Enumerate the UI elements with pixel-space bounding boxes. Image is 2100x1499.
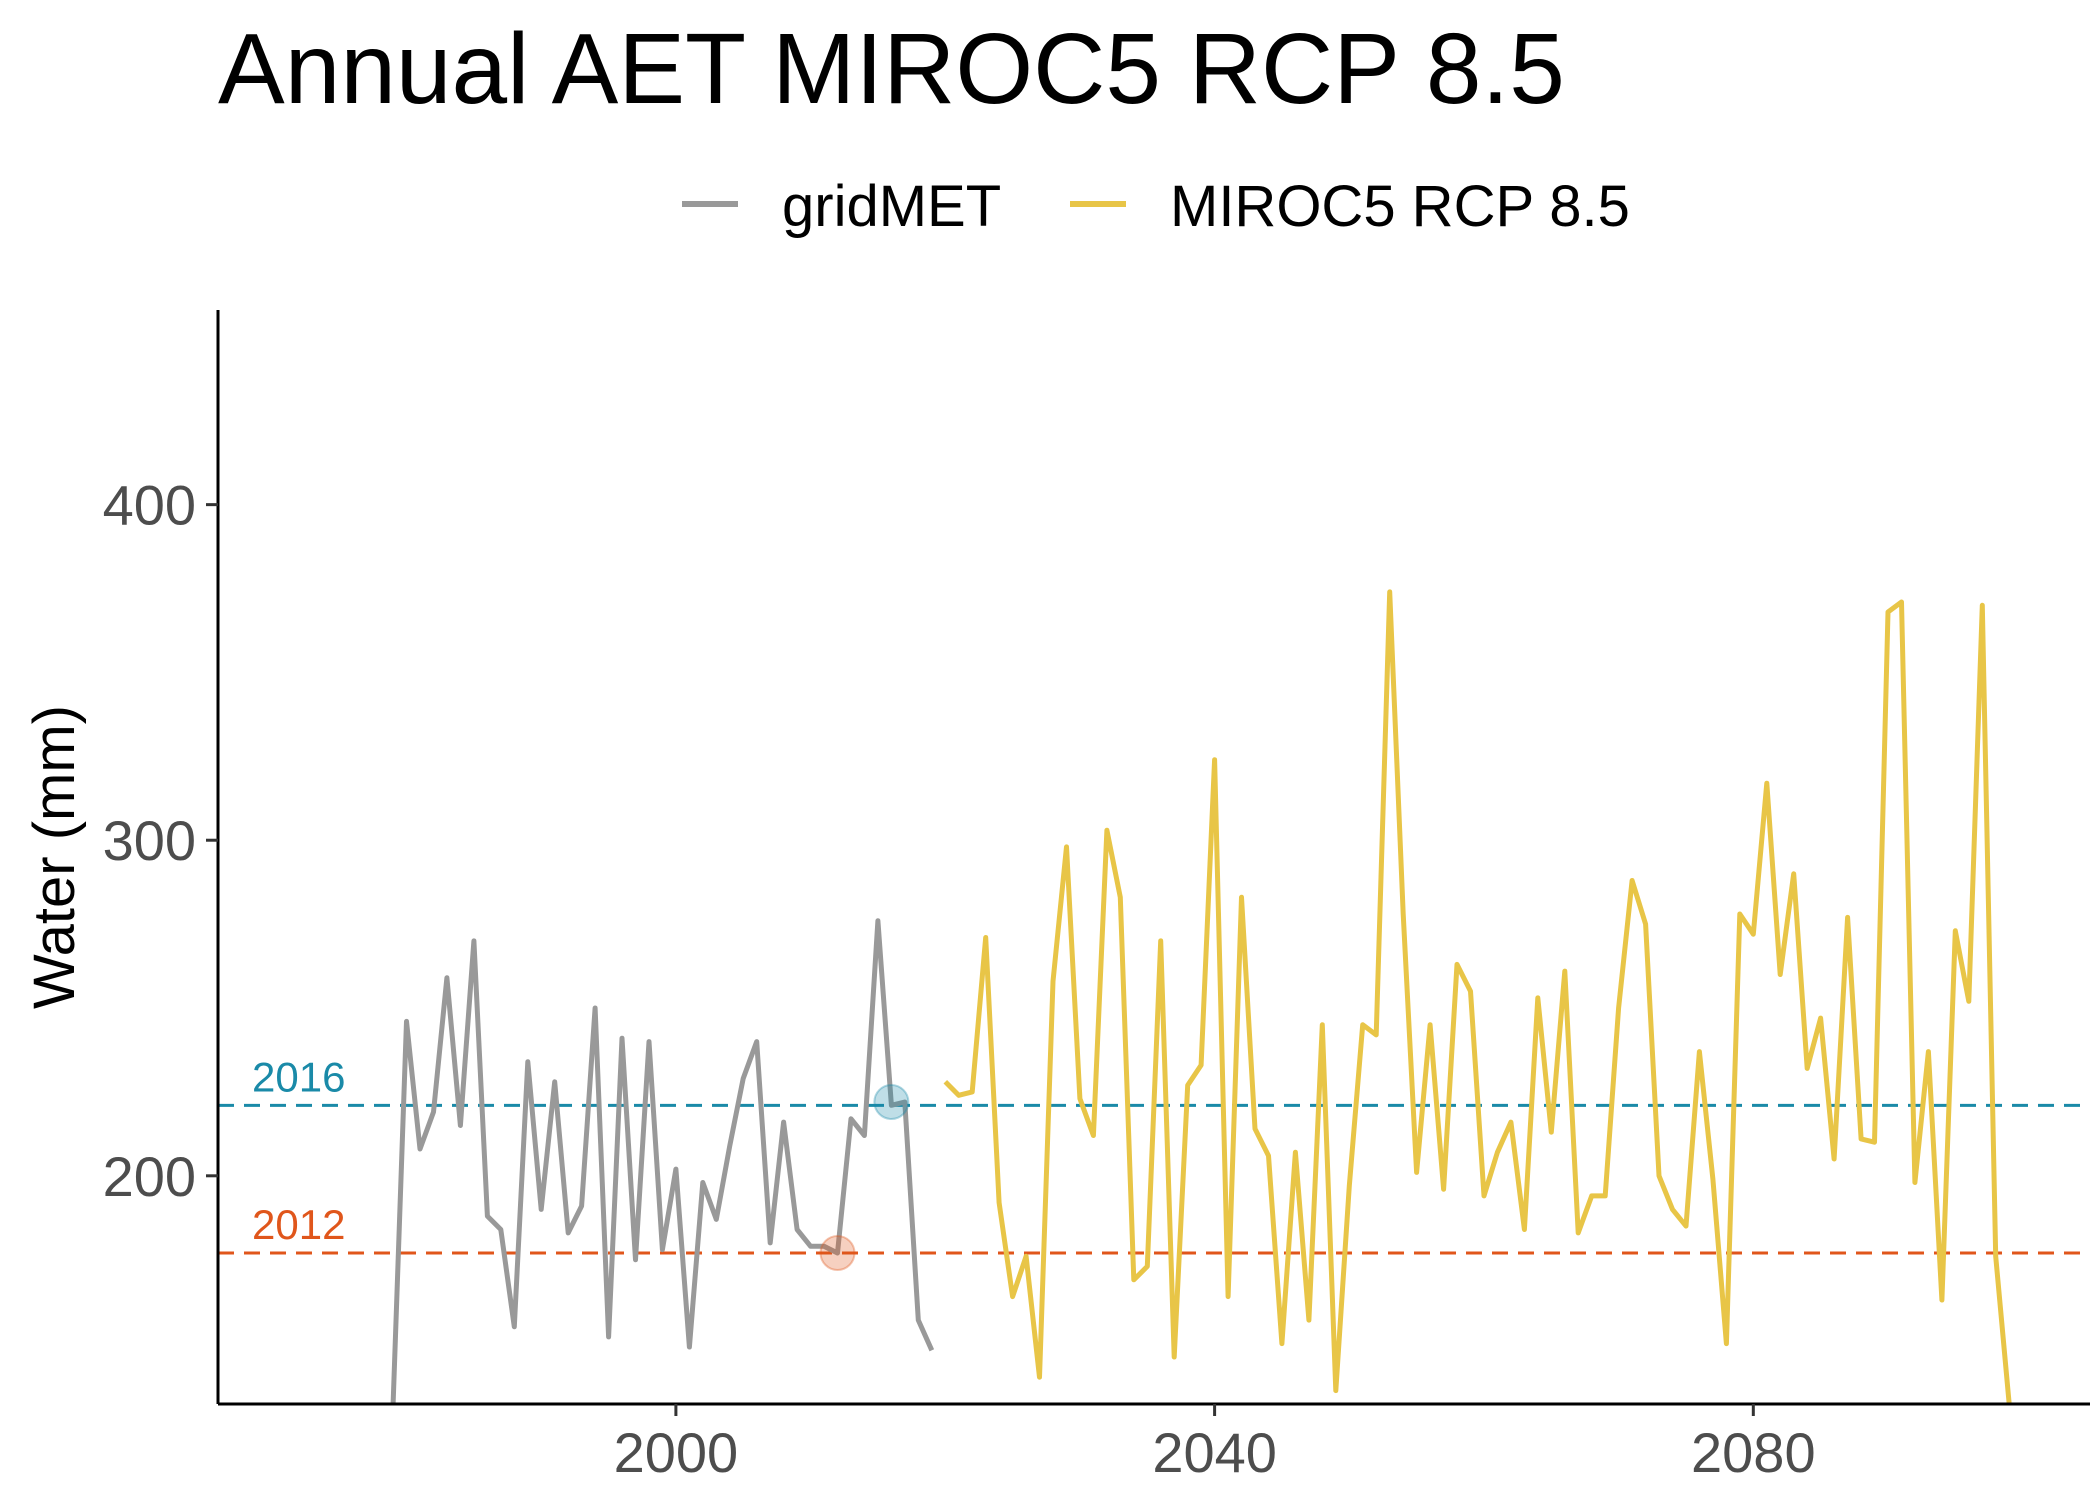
legend-label-gridmet: gridMET bbox=[782, 174, 1001, 239]
legend-label-miroc5: MIROC5 RCP 8.5 bbox=[1170, 174, 1630, 239]
series-lines bbox=[390, 589, 2012, 1405]
y-tick-label-300: 300 bbox=[103, 809, 196, 872]
x-tick-label-2040: 2040 bbox=[1152, 1421, 1277, 1484]
chart-title: Annual AET MIROC5 RCP 8.5 bbox=[218, 13, 1565, 125]
ref-label-2012: 2012 bbox=[252, 1201, 345, 1248]
x-axis-ticks: 2000 2040 2080 bbox=[614, 1404, 1816, 1484]
highlight-markers bbox=[819, 1083, 910, 1271]
series-line-gridmet bbox=[390, 918, 935, 1405]
x-tick-label-2080: 2080 bbox=[1691, 1421, 1816, 1484]
y-tick-label-200: 200 bbox=[103, 1145, 196, 1208]
marker-2016 bbox=[873, 1083, 910, 1120]
x-tick-label-2000: 2000 bbox=[614, 1421, 739, 1484]
y-tick-label-400: 400 bbox=[103, 474, 196, 537]
series-line-miroc5-rcp-8-5 bbox=[943, 589, 2012, 1405]
axes bbox=[216, 310, 2090, 1406]
y-axis-title: Water (mm) bbox=[22, 705, 87, 1009]
marker-2012 bbox=[819, 1234, 856, 1271]
y-axis-ticks: 200 300 400 bbox=[103, 474, 218, 1208]
legend: gridMET MIROC5 RCP 8.5 bbox=[682, 174, 1630, 239]
ref-label-2016: 2016 bbox=[252, 1053, 345, 1100]
